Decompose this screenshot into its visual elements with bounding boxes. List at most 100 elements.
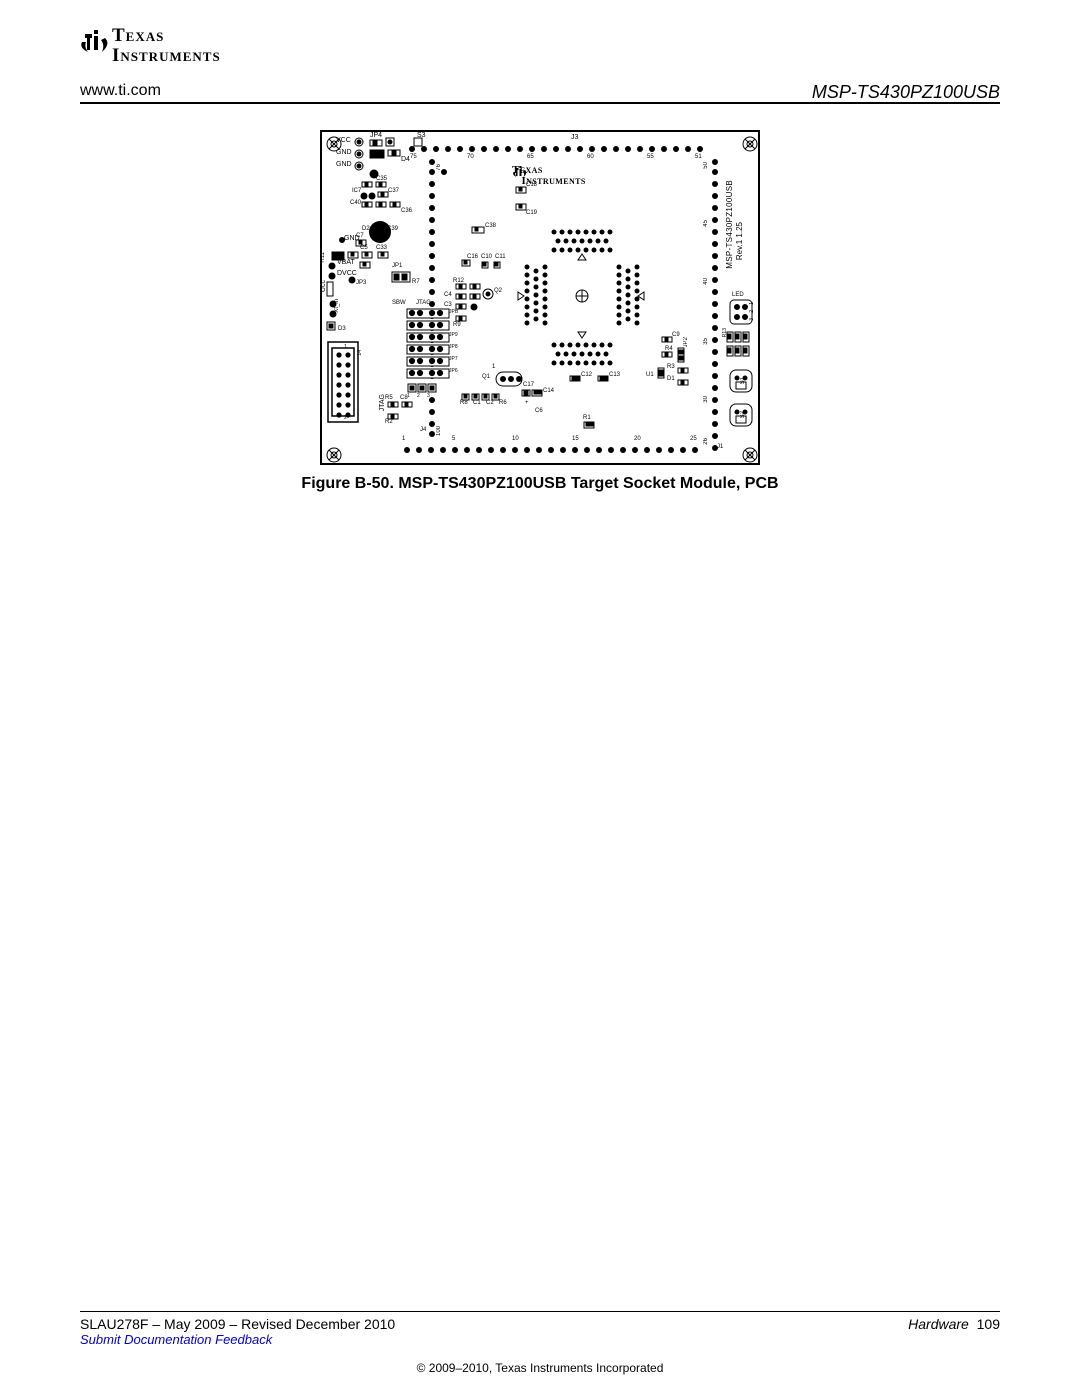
edge-t-51: 51 <box>695 154 702 160</box>
edge-b-25: 25 <box>690 436 697 442</box>
lbl-sbw: SBW <box>392 300 406 306</box>
footer-feedback-link[interactable]: Submit Documentation Feedback <box>80 1332 395 1347</box>
footer-doc-id: SLAU278F – May 2009 – Revised December 2… <box>80 1316 395 1332</box>
ti-logo-icon <box>80 28 110 60</box>
lbl-r2: R2 <box>385 419 393 425</box>
pcb-ti-logo: Texas Instruments <box>512 165 586 187</box>
lbl-c3: C3 <box>444 302 452 308</box>
lbl-c17: C17 <box>523 382 534 388</box>
lbl-r3: R3 <box>667 364 675 370</box>
footer-copyright: © 2009–2010, Texas Instruments Incorpora… <box>80 1361 1000 1375</box>
lbl-p1: 1 <box>344 344 347 350</box>
edge-r-30: 30 <box>703 396 709 403</box>
lbl-s2: S2 <box>740 411 746 418</box>
footer-page-number: 109 <box>977 1316 1000 1332</box>
lbl-r9: R9 <box>453 322 461 328</box>
page-root: Texas Instruments www.ti.com MSP-TS430PZ… <box>0 0 1080 1397</box>
lbl-c11: C11 <box>495 254 506 260</box>
edge-r-50: 50 <box>703 162 709 169</box>
lbl-c18: C18 <box>526 182 537 188</box>
lbl-ic7: IC7 <box>352 188 361 194</box>
lbl-c5: C5 <box>360 245 368 251</box>
lbl-one: 1 <box>492 364 495 370</box>
header-part-number: MSP-TS430PZ100USB <box>812 82 1000 103</box>
lbl-c6: C6 <box>535 408 543 414</box>
lbl-jp6: JP6 <box>449 368 458 374</box>
ti-logo-icon <box>512 165 528 181</box>
lbl-r4: R4 <box>665 346 673 352</box>
figure-container: Texas Instruments VCC GND GND JP4 S3 D4 … <box>80 130 1000 493</box>
lbl-jtag1: JTAG <box>416 300 431 306</box>
lbl-c33: C33 <box>376 245 387 251</box>
edge-b-20: 20 <box>634 436 641 442</box>
lbl-r8: R8 <box>460 400 468 406</box>
lbl-xtin: Xt_in <box>334 299 340 313</box>
edge-r-45: 45 <box>703 220 709 227</box>
lbl-c19: C19 <box>526 210 537 216</box>
page-footer: SLAU278F – May 2009 – Revised December 2… <box>80 1311 1000 1375</box>
lbl-d2: D2 <box>362 226 370 232</box>
header-rule: www.ti.com MSP-TS430PZ100USB <box>80 102 1000 104</box>
footer-section: Hardware <box>908 1316 969 1332</box>
footer-rule <box>80 1311 1000 1312</box>
lbl-led2: 2 <box>749 310 755 313</box>
lbl-dvcc: DVCC <box>337 270 357 277</box>
logo-line2: Instruments <box>112 45 221 66</box>
lbl-c38: C38 <box>485 223 496 229</box>
ti-logo-text: Texas Instruments <box>112 26 221 66</box>
lbl-jpb: JPB <box>449 309 458 315</box>
lbl-r13: R13 <box>722 328 728 337</box>
edge-r-40: 40 <box>703 278 709 285</box>
lbl-c13: C13 <box>609 372 620 378</box>
lbl-jp5-2: 2 <box>417 393 420 399</box>
lbl-r6: R6 <box>499 400 507 406</box>
lbl-c16: C16 <box>467 254 478 260</box>
edge-l-100: 100 <box>436 426 442 436</box>
lbl-jp8: JP8 <box>449 344 458 350</box>
edge-t-75: 75 <box>410 154 417 160</box>
lbl-boardid1: MSP-TS430PZ100USB <box>725 180 734 269</box>
lbl-d3: D3 <box>338 326 346 332</box>
lbl-14: 14 <box>357 350 363 356</box>
header-url[interactable]: www.ti.com <box>80 82 161 100</box>
pcb-diagram: Texas Instruments VCC GND GND JP4 S3 D4 … <box>320 130 760 465</box>
lbl-c4: C4 <box>444 292 452 298</box>
lbl-boardid2: Rev.1 1.25 <box>735 222 744 260</box>
edge-t-55: 55 <box>647 154 654 160</box>
lbl-r12: R12 <box>453 278 464 284</box>
lbl-r5: R5 <box>385 395 393 401</box>
edge-b-10: 10 <box>512 436 519 442</box>
edge-r-35: 35 <box>703 338 709 345</box>
edge-b-1: 1 <box>402 436 405 442</box>
lbl-jp3: JP3 <box>356 280 366 286</box>
edge-r-26: 26 <box>703 438 709 445</box>
lbl-gnd2: GND <box>336 161 352 168</box>
lbl-jp7: JP7 <box>449 356 458 362</box>
lbl-gnd: GND <box>336 149 352 156</box>
logo-line1: Texas <box>112 25 164 46</box>
lbl-jp2: JP2 <box>683 337 689 347</box>
lbl-p2: 2 <box>344 415 347 421</box>
edge-l-76: 76 <box>436 164 442 171</box>
lbl-led3: 3 <box>749 318 755 321</box>
edge-b-15: 15 <box>572 436 579 442</box>
lbl-led: LED <box>732 292 744 298</box>
lbl-j1: J1 <box>717 444 723 450</box>
lbl-j3: J3 <box>571 134 578 141</box>
lbl-q2: Q2 <box>494 288 502 294</box>
edge-t-70: 70 <box>467 154 474 160</box>
lbl-led1: 1 <box>749 302 755 305</box>
lbl-c9: C9 <box>672 332 680 338</box>
lbl-c1: C1 <box>473 400 481 406</box>
lbl-jp9: JP9 <box>449 332 458 338</box>
lbl-jp1: JP1 <box>392 263 402 269</box>
lbl-vcc: VCC <box>336 137 351 144</box>
lbl-c37: C37 <box>388 188 399 194</box>
lbl-c7: C7 <box>356 233 364 239</box>
edge-b-5: 5 <box>452 436 455 442</box>
lbl-r7: R7 <box>412 279 420 285</box>
lbl-r1: R1 <box>583 415 591 421</box>
logo-block: Texas Instruments <box>80 28 1000 68</box>
lbl-q1: Q1 <box>482 374 490 380</box>
lbl-c39: C39 <box>387 226 398 232</box>
